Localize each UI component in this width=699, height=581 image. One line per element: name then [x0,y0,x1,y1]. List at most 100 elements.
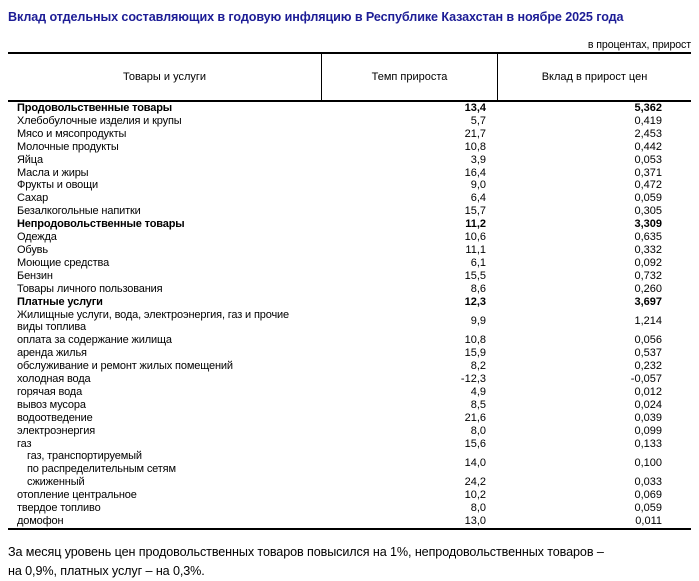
row-label: Товары личного пользования [17,282,163,295]
row-label: вывоз мусора [17,398,86,411]
row-contribution-value: 2,453 [634,127,662,140]
row-label: Безалкогольные напитки [17,205,141,218]
row-rate-value: 8,0 [470,502,486,515]
row-rate-value: 15,9 [464,347,486,360]
row-label: Фрукты и овощи [17,179,99,192]
row-rate-value: 15,7 [464,205,486,218]
row-contribution-value: 0,033 [634,476,662,489]
row-label: Сахар [17,192,49,205]
row-contribution-value: 0,419 [634,114,662,127]
row-rate-value: 11,2 [465,218,486,231]
row-rate-value: 8,5 [470,398,486,411]
row-rate-value: 14,0 [464,456,486,469]
row-label: Продовольственные товары [17,102,173,114]
row-rate-value: 9,9 [470,314,486,327]
table-row: домофон 13,0 0,011 [8,515,691,528]
table-row: электроэнергия 8,0 0,099 [8,425,691,438]
table-row: Бензин 15,5 0,732 [8,270,691,283]
table-row: Платные услуги 12,3 3,697 [8,296,691,309]
column-header-rate: Темп прироста [322,54,498,100]
row-contribution-value: 0,232 [634,360,662,373]
row-contribution-value: 0,305 [634,205,662,218]
column-header-goods: Товары и услуги [8,54,322,100]
footer-note: За месяц уровень цен продовольственных т… [8,544,604,578]
table-row: Жилищные услуги, вода, электроэнергия, г… [8,309,691,335]
row-contribution-value: 0,024 [634,398,662,411]
row-contribution-value: 3,697 [634,295,662,308]
row-label: Непродовольственные товары [17,218,185,231]
row-contribution-value: 0,099 [634,424,662,437]
row-label: Молочные продукты [17,140,119,153]
table-row: обслуживание и ремонт жилых помещений 8,… [8,360,691,373]
row-contribution-value: 0,472 [634,179,662,192]
row-rate-value: 10,8 [464,334,486,347]
row-rate-value: 11,1 [465,243,486,256]
table-row: Моющие средства 6,1 0,092 [8,257,691,270]
table-row: газ, транспортируемый по распределительн… [8,450,691,476]
row-label: оплата за содержание жилища [17,334,172,347]
row-contribution-value: 0,100 [634,456,662,469]
table-row: сжиженный 24,2 0,033 [8,476,691,489]
row-rate-value: 12,3 [464,295,486,308]
table-row: газ 15,6 0,133 [8,438,691,451]
row-contribution-value: 0,011 [635,515,662,527]
row-rate-value: 8,6 [470,282,486,295]
table-row: водоотведение 21,6 0,039 [8,412,691,425]
table-row: холодная вода -12,3 -0,057 [8,373,691,386]
row-rate-value: 15,5 [464,269,486,282]
row-label: холодная вода [17,373,91,386]
row-rate-value: 13,0 [464,515,486,527]
table-row: вывоз мусора 8,5 0,024 [8,399,691,412]
row-contribution-value: 0,442 [634,140,662,153]
row-rate-value: 24,2 [464,476,486,489]
table-row: аренда жилья 15,9 0,537 [8,347,691,360]
row-label: Яйца [17,153,43,166]
table-row: Хлебобулочные изделия и крупы 5,7 0,419 [8,115,691,128]
table-row: Товары личного пользования 8,6 0,260 [8,283,691,296]
row-rate-value: 10,2 [464,489,486,502]
row-contribution-value: 0,371 [634,166,662,179]
row-label: газ [17,437,32,450]
row-label: Хлебобулочные изделия и крупы [17,114,182,127]
row-label: твердое топливо [17,502,101,515]
row-rate-value: 13,4 [464,102,486,114]
row-rate-value: 10,8 [464,140,486,153]
row-contribution-value: -0,057 [630,373,662,386]
row-label: Платные услуги [17,295,103,308]
row-rate-value: 4,9 [470,385,486,398]
row-label: отопление центральное [17,489,137,502]
row-contribution-value: 0,012 [634,385,662,398]
table-row: Молочные продукты 10,8 0,442 [8,141,691,154]
row-label: Одежда [17,231,57,244]
row-label: Масла и жиры [17,166,89,179]
row-contribution-value: 0,059 [634,502,662,515]
row-rate-value: 16,4 [464,166,486,179]
row-label: Мясо и мясопродукты [17,127,127,140]
row-label: Обувь [17,243,48,256]
row-contribution-value: 0,053 [634,153,662,166]
unit-note: в процентах, прирост [587,39,691,51]
table-body: Продовольственные товары 13,4 5,362 Хлеб… [8,102,691,528]
row-contribution-value: 0,635 [634,231,662,244]
table-row: Безалкогольные напитки 15,7 0,305 [8,205,691,218]
row-label: обслуживание и ремонт жилых помещений [17,360,233,373]
row-label: водоотведение [17,411,93,424]
table-row: отопление центральное 10,2 0,069 [8,489,691,502]
table-row: твердое топливо 8,0 0,059 [8,502,691,515]
row-rate-value: 5,7 [470,114,486,127]
table-row: Продовольственные товары 13,4 5,362 [8,102,691,115]
table-row: Мясо и мясопродукты 21,7 2,453 [8,128,691,141]
inflation-table: Товары и услуги Темп прироста Вклад в пр… [8,52,691,530]
row-rate-value: 6,1 [470,256,486,269]
row-label: газ, транспортируемый по распределительн… [27,450,176,476]
row-label: Бензин [17,269,53,282]
table-row: Сахар 6,4 0,059 [8,192,691,205]
row-contribution-value: 0,092 [634,256,662,269]
row-rate-value: 15,6 [464,437,486,450]
row-label: Жилищные услуги, вода, электроэнергия, г… [17,308,290,334]
table-row: Обувь 11,1 0,332 [8,244,691,257]
row-label: домофон [17,515,64,527]
table-header-row: Товары и услуги Темп прироста Вклад в пр… [8,54,691,102]
row-rate-value: 3,9 [470,153,486,166]
